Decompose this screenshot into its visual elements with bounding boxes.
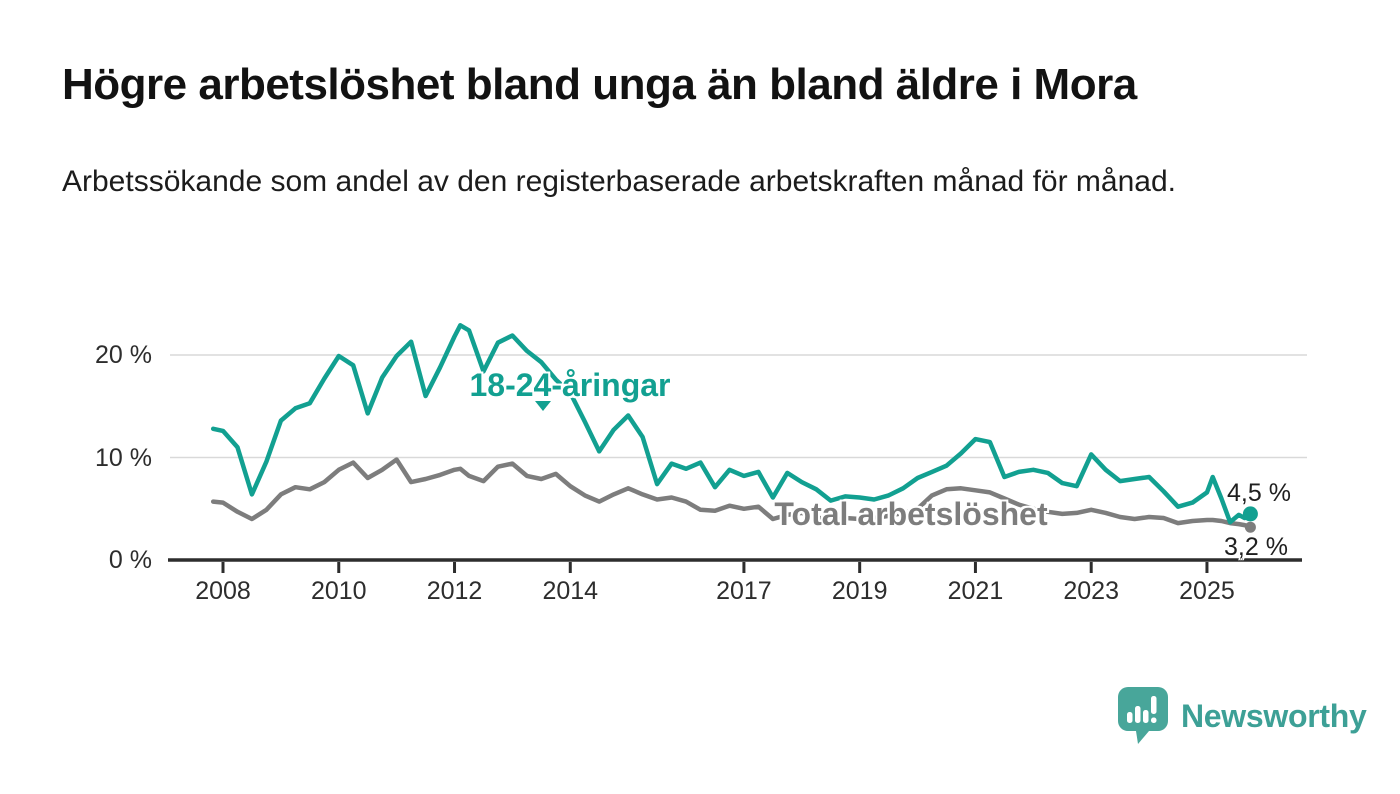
logo-bar-1 [1127,712,1133,723]
logo-bar-2 [1135,706,1141,723]
series-label-youth: 18-24-åringar [469,367,671,403]
x-tick-label: 2025 [1179,577,1235,605]
annotation-caret-icon [535,401,551,411]
x-tick-label: 2021 [947,577,1004,605]
x-tick-label: 2014 [542,577,599,605]
x-tick-label: 2010 [310,577,367,605]
series-label-total: Total arbetslöshet [774,496,1048,532]
logo-exclamation-dot [1151,717,1157,723]
logo-bar-3 [1143,710,1149,723]
x-tick-label: 2023 [1063,577,1119,605]
x-tick-label: 2012 [426,577,483,605]
y-tick-label: 10 % [95,443,152,472]
end-value-label-total: 3,2 % [1224,533,1288,561]
series-end-dot-youth [1242,506,1258,522]
series-line-total [210,457,1253,530]
logo-exclamation-bar [1151,696,1157,714]
x-tick-label: 2019 [831,577,888,605]
chart-title: Högre arbetslöshet bland unga än bland ä… [62,60,1137,109]
series-line-youth [210,323,1253,525]
newsworthy-wordmark: Newsworthy [1181,697,1367,734]
y-tick-label: 0 % [108,546,152,574]
newsworthy-logo: Newsworthy [1117,686,1367,746]
y-tick-label: 20 % [95,341,152,369]
end-value-label-youth: 4,5 % [1227,479,1291,507]
series-end-dot-total [1244,521,1256,533]
x-tick-label: 2017 [716,577,772,605]
chart-subtitle: Arbetssökande som andel av den registerb… [62,165,1176,198]
newsworthy-logo-icon [1118,687,1168,744]
x-tick-label: 2008 [195,577,251,605]
